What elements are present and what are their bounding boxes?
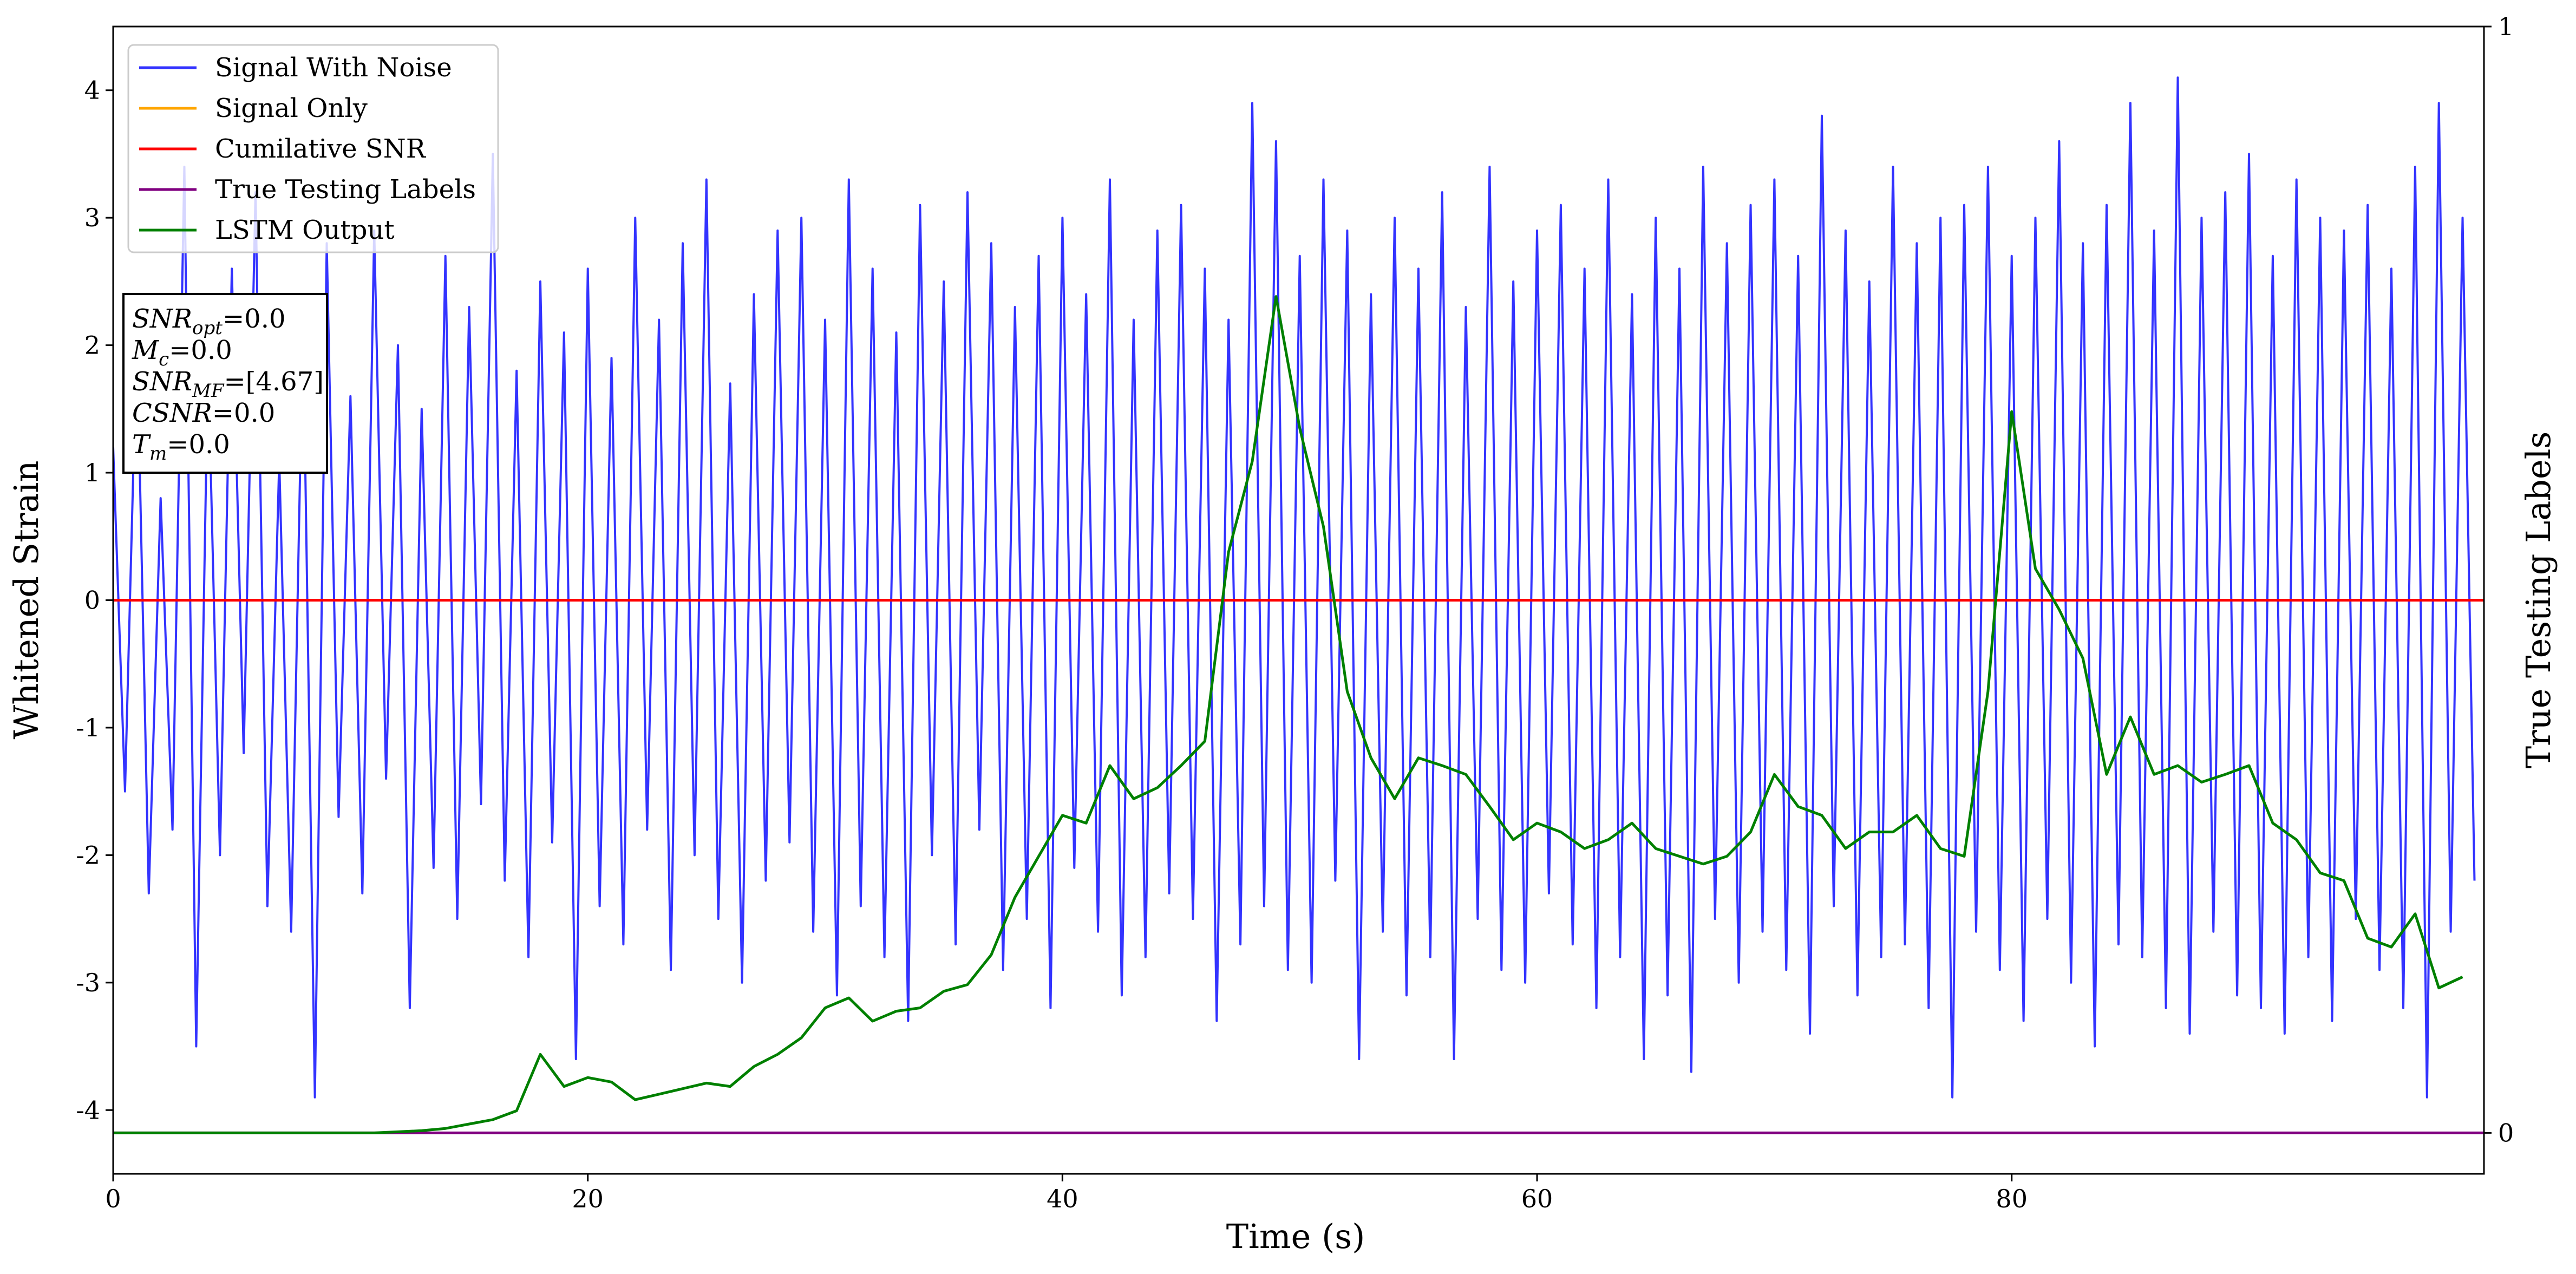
y-tick-label: 2	[84, 331, 100, 360]
legend-label: LSTM Output	[215, 215, 395, 245]
annotation-symbol: SNR	[132, 304, 192, 334]
annotation-box	[122, 293, 328, 474]
annotation-subscript: m	[149, 443, 167, 465]
annotation-text: =[4.67]	[224, 367, 324, 397]
annotation-symbol: T	[132, 429, 151, 460]
legend-label: Signal Only	[215, 93, 368, 123]
x-tick-label: 40	[1047, 1184, 1078, 1213]
series-line	[113, 295, 2463, 1134]
annotation-subscript: c	[159, 349, 169, 370]
y-tick-label: -3	[76, 968, 100, 997]
annotation-text: =0.0	[167, 429, 230, 460]
series-line	[113, 76, 2476, 1099]
annotation-symbol: CSNR	[132, 398, 212, 428]
y-axis-label: Whitened Strain	[6, 461, 46, 740]
y-tick-label: -4	[76, 1095, 100, 1125]
legend-label: True Testing Labels	[215, 174, 476, 205]
y2-axis-label: True Testing Labels	[2519, 432, 2558, 769]
y2-tick-label: 1	[2498, 12, 2514, 41]
x-tick-label: 0	[105, 1184, 121, 1213]
annotation-text: =0.0	[212, 398, 276, 428]
legend-label: Cumilative SNR	[215, 134, 427, 164]
annotation-line: SNRMF=[4.67]	[132, 367, 324, 402]
y-tick-label: 4	[84, 76, 100, 105]
legend-label: Signal With Noise	[215, 53, 452, 83]
y-tick-label: -2	[76, 840, 100, 870]
annotation-symbol: SNR	[132, 367, 192, 397]
annotation-symbol: M	[132, 335, 160, 365]
y-tick-label: -1	[76, 713, 100, 742]
annotation-subscript: opt	[192, 317, 223, 339]
y2-tick-label: 0	[2498, 1118, 2514, 1147]
annotation-line: Tm=0.0	[132, 429, 230, 465]
x-tick-label: 20	[572, 1184, 604, 1213]
annotation-text: =0.0	[169, 335, 232, 365]
annotation-text: =0.0	[223, 304, 286, 334]
annotation-line: Mc=0.0	[132, 335, 232, 370]
annotation-subscript: MF	[192, 380, 225, 402]
annotation-line: SNRopt=0.0	[132, 304, 286, 339]
y-tick-label: 3	[84, 203, 100, 232]
y-tick-label: 0	[84, 586, 100, 615]
y-tick-label: 1	[84, 458, 100, 487]
legend-box	[127, 44, 499, 253]
x-tick-label: 60	[1521, 1184, 1553, 1213]
x-tick-label: 80	[1996, 1184, 2028, 1213]
annotation-line: CSNR=0.0	[132, 398, 275, 428]
x-axis-label: Time (s)	[1226, 1217, 1365, 1256]
